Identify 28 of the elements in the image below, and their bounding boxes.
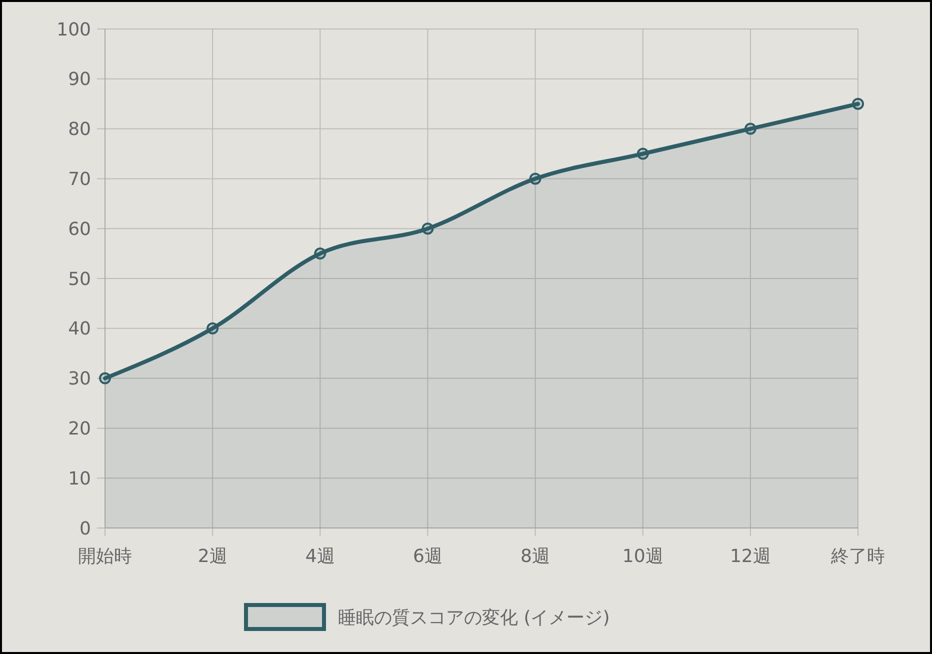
legend-label: 睡眠の質スコアの変化 (イメージ)	[338, 607, 610, 628]
x-tick-label: 8週	[520, 546, 550, 567]
x-tick-label: 6週	[412, 546, 442, 567]
x-tick-label: 開始時	[78, 546, 132, 567]
point	[422, 222, 434, 235]
y-tick-label: 40	[68, 318, 91, 340]
y-tick-label: 20	[68, 418, 91, 440]
point	[99, 372, 111, 384]
point	[206, 322, 219, 334]
y-tick-label: 60	[68, 218, 91, 240]
y-tick-label: 0	[80, 518, 91, 540]
y-tick-label: 80	[68, 119, 91, 140]
x-tick-label: 2週	[198, 546, 228, 567]
point	[636, 148, 649, 160]
point	[314, 248, 326, 260]
point	[852, 98, 864, 110]
y-tick-label: 70	[68, 169, 91, 190]
y-tick-label: 50	[68, 268, 91, 290]
y-tick-label: 30	[68, 368, 91, 390]
x-tick-label: 終了時	[830, 546, 885, 567]
x-tick-label: 12週	[730, 546, 771, 567]
x-tick-label: 10週	[622, 546, 664, 567]
y-tick-label: 10	[68, 468, 91, 490]
point	[744, 122, 756, 135]
x-tick-label: 4週	[305, 546, 335, 567]
y-tick-label: 100	[56, 19, 91, 40]
y-tick-label: 90	[68, 69, 91, 90]
point	[529, 172, 542, 185]
